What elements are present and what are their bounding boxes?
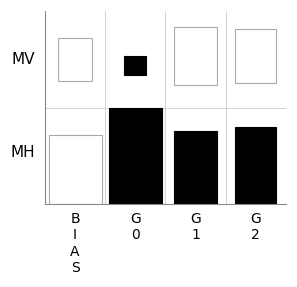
- Bar: [174, 27, 217, 85]
- Text: G
1: G 1: [190, 212, 201, 243]
- Text: MH: MH: [11, 145, 35, 160]
- Text: G
0: G 0: [130, 212, 141, 243]
- Bar: [174, 131, 217, 204]
- Bar: [58, 38, 92, 81]
- Bar: [235, 127, 276, 204]
- Bar: [109, 108, 162, 204]
- Text: MV: MV: [12, 52, 35, 67]
- Bar: [235, 28, 276, 83]
- Bar: [48, 135, 102, 204]
- Text: G
2: G 2: [250, 212, 261, 243]
- Text: B
I
A
S: B I A S: [70, 212, 80, 275]
- Bar: [124, 56, 146, 75]
